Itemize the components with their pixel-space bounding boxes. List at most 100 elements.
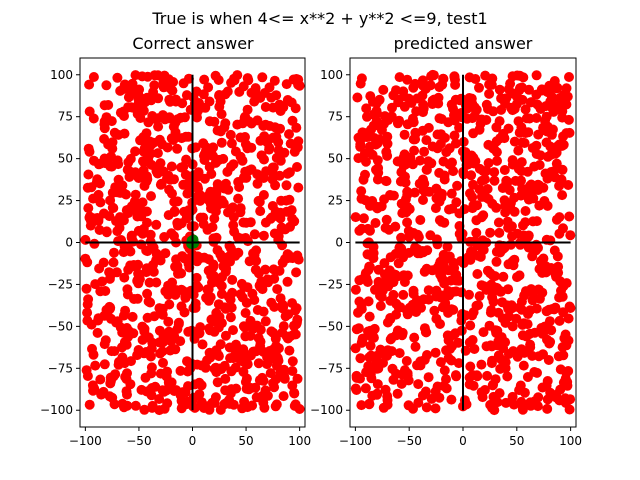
scatter-point bbox=[227, 202, 238, 213]
scatter-point bbox=[203, 295, 214, 306]
scatter-point bbox=[448, 304, 459, 315]
scatter-point bbox=[409, 332, 420, 343]
scatter-point bbox=[381, 214, 392, 225]
scatter-point bbox=[557, 112, 568, 123]
scatter-point bbox=[108, 257, 119, 268]
y-tick-label: −100 bbox=[310, 403, 343, 417]
scatter-point bbox=[421, 135, 432, 146]
scatter-point bbox=[117, 352, 128, 363]
scatter-point bbox=[366, 373, 377, 384]
scatter-point bbox=[236, 233, 247, 244]
scatter-point bbox=[360, 383, 371, 394]
scatter-point bbox=[211, 345, 222, 356]
scatter-point bbox=[263, 277, 274, 288]
scatter-point bbox=[132, 350, 143, 361]
scatter-point bbox=[494, 84, 505, 95]
scatter-point bbox=[111, 267, 122, 278]
scatter-point bbox=[385, 314, 396, 325]
scatter-point bbox=[176, 162, 187, 173]
scatter-point bbox=[240, 377, 251, 387]
scatter-point bbox=[476, 359, 487, 370]
scatter-point bbox=[531, 140, 542, 151]
scatter-point bbox=[398, 152, 409, 163]
scatter-point bbox=[82, 315, 93, 326]
scatter-point bbox=[197, 339, 208, 350]
scatter-point bbox=[430, 347, 441, 358]
x-tick-label: −100 bbox=[339, 434, 372, 448]
scatter-point bbox=[154, 394, 165, 404]
scatter-point bbox=[498, 271, 509, 282]
scatter-point bbox=[563, 180, 574, 190]
scatter-point bbox=[209, 116, 220, 127]
scatter-point bbox=[537, 267, 548, 278]
scatter-point bbox=[255, 324, 266, 335]
scatter-point bbox=[514, 302, 525, 313]
x-tick-label: −50 bbox=[126, 434, 151, 448]
scatter-point bbox=[450, 74, 460, 85]
scatter-point bbox=[282, 95, 293, 105]
scatter-point bbox=[165, 345, 176, 356]
scatter-point bbox=[419, 323, 430, 334]
scatter-point bbox=[500, 207, 511, 218]
scatter-point bbox=[271, 360, 282, 371]
scatter-point bbox=[352, 92, 363, 103]
scatter-point bbox=[102, 307, 113, 318]
y-tick-label: 100 bbox=[50, 68, 73, 82]
scatter-point bbox=[363, 296, 374, 307]
scatter-point bbox=[209, 213, 220, 224]
scatter-point bbox=[392, 388, 403, 399]
scatter-point bbox=[509, 136, 520, 147]
scatter-point bbox=[146, 390, 157, 401]
x-tick-label: −50 bbox=[397, 434, 422, 448]
scatter-point bbox=[215, 404, 226, 415]
scatter-point bbox=[523, 230, 534, 241]
scatter-point bbox=[204, 96, 215, 107]
scatter-point bbox=[516, 175, 526, 186]
scatter-point bbox=[292, 373, 303, 384]
scatter-point bbox=[151, 277, 162, 288]
scatter-point bbox=[171, 254, 182, 265]
scatter-point bbox=[265, 368, 276, 379]
scatter-point bbox=[529, 161, 540, 172]
y-tick-label: −25 bbox=[48, 277, 73, 291]
scatter-point bbox=[361, 103, 372, 114]
scatter-point bbox=[546, 325, 557, 336]
scatter-point bbox=[401, 356, 412, 366]
y-tick-label: −100 bbox=[40, 403, 73, 417]
scatter-point bbox=[393, 258, 404, 269]
scatter-point bbox=[513, 145, 524, 156]
scatter-point bbox=[512, 272, 522, 283]
scatter-point bbox=[505, 198, 516, 208]
scatter-point bbox=[95, 374, 106, 385]
scatter-point bbox=[185, 206, 196, 217]
scatter-point bbox=[136, 211, 147, 222]
scatter-point bbox=[181, 90, 192, 101]
scatter-point bbox=[247, 400, 258, 411]
scatter-point bbox=[162, 398, 173, 409]
scatter-point bbox=[418, 294, 429, 305]
scatter-point bbox=[539, 125, 550, 136]
scatter-point bbox=[88, 349, 99, 360]
scatter-point bbox=[358, 213, 369, 224]
scatter-point bbox=[239, 112, 250, 123]
scatter-point bbox=[175, 365, 186, 376]
scatter-point bbox=[532, 401, 543, 412]
scatter-point bbox=[531, 216, 542, 227]
scatter-point bbox=[82, 257, 93, 268]
scatter-point bbox=[147, 337, 158, 348]
scatter-point bbox=[107, 202, 118, 213]
scatter-point bbox=[84, 79, 95, 90]
scatter-point bbox=[146, 148, 156, 159]
scatter-point bbox=[228, 325, 238, 336]
scatter-point bbox=[402, 189, 413, 200]
scatter-point bbox=[493, 350, 504, 361]
scatter-point bbox=[442, 241, 453, 252]
scatter-point bbox=[172, 143, 183, 154]
scatter-point bbox=[507, 391, 518, 402]
scatter-point bbox=[130, 261, 140, 272]
scatter-point bbox=[434, 82, 445, 93]
scatter-point bbox=[474, 291, 485, 302]
scatter-point bbox=[516, 344, 527, 355]
scatter-point bbox=[413, 379, 424, 390]
scatter-point bbox=[177, 98, 188, 109]
